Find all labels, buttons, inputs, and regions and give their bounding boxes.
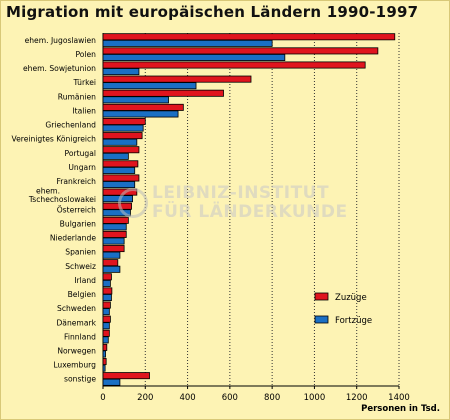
category-label: Niederlande bbox=[50, 234, 96, 243]
bar-fortzuege bbox=[103, 252, 120, 258]
bar-zuzuege bbox=[103, 373, 150, 379]
bar-fortzuege bbox=[103, 97, 169, 103]
bar-fortzuege bbox=[103, 167, 135, 173]
x-tick-label: 1200 bbox=[346, 393, 368, 403]
bar-zuzuege bbox=[103, 358, 106, 364]
category-label: Belgien bbox=[68, 290, 97, 299]
x-tick-label: 1000 bbox=[304, 393, 326, 403]
bar-zuzuege bbox=[103, 161, 138, 167]
bar-zuzuege bbox=[103, 316, 110, 322]
bar-fortzuege bbox=[103, 54, 285, 60]
bar-fortzuege bbox=[103, 139, 137, 145]
bar-fortzuege bbox=[103, 323, 109, 329]
category-label: Türkei bbox=[73, 78, 96, 87]
legend-label-fortzuege: Fortzüge bbox=[335, 316, 372, 326]
bar-fortzuege bbox=[103, 280, 110, 286]
legend-label-zuzuege: Zuzüge bbox=[335, 293, 367, 303]
bar-zuzuege bbox=[103, 231, 126, 237]
bar-zuzuege bbox=[103, 203, 132, 209]
category-label: ehem. Jugoslawien bbox=[25, 36, 97, 45]
bar-zuzuege bbox=[103, 302, 110, 308]
bar-fortzuege bbox=[103, 210, 130, 216]
bar-fortzuege bbox=[103, 351, 106, 357]
category-label: Schweiz bbox=[65, 262, 96, 271]
bar-zuzuege bbox=[103, 133, 142, 139]
category-label: Bulgarien bbox=[60, 219, 97, 228]
category-label: Griechenland bbox=[45, 121, 96, 130]
bar-fortzuege bbox=[103, 238, 124, 244]
category-label: Ungarn bbox=[68, 163, 96, 172]
legend-swatch-fortzuege bbox=[315, 316, 328, 323]
category-label: sonstige bbox=[64, 375, 96, 384]
bar-fortzuege bbox=[103, 111, 178, 117]
bar-zuzuege bbox=[103, 147, 139, 153]
x-tick-label: 200 bbox=[137, 393, 153, 403]
category-label: Italien bbox=[72, 106, 96, 115]
bar-zuzuege bbox=[103, 260, 118, 266]
bar-zuzuege bbox=[103, 217, 128, 223]
bar-zuzuege bbox=[103, 118, 145, 124]
x-axis-label: Personen in Tsd. bbox=[361, 404, 440, 414]
bar-zuzuege bbox=[103, 189, 137, 195]
category-label: Spanien bbox=[65, 248, 96, 257]
bar-zuzuege bbox=[103, 76, 251, 82]
category-label: Portugal bbox=[65, 149, 96, 158]
bar-fortzuege bbox=[103, 337, 108, 343]
bar-fortzuege bbox=[103, 309, 109, 315]
bar-zuzuege bbox=[103, 274, 111, 280]
bar-fortzuege bbox=[103, 365, 105, 371]
bar-zuzuege bbox=[103, 104, 183, 110]
bar-zuzuege bbox=[103, 48, 378, 54]
category-label: Rumänien bbox=[58, 92, 96, 101]
bar-zuzuege bbox=[103, 344, 107, 350]
bar-fortzuege bbox=[103, 379, 120, 385]
bar-fortzuege bbox=[103, 196, 133, 202]
bar-zuzuege bbox=[103, 175, 139, 181]
category-label: Finnland bbox=[64, 332, 96, 341]
category-label: Dänemark bbox=[56, 318, 96, 327]
x-tick-label: 0 bbox=[100, 393, 105, 403]
bar-fortzuege bbox=[103, 40, 272, 46]
x-tick-label: 800 bbox=[264, 393, 280, 403]
category-label: Polen bbox=[75, 50, 96, 59]
bar-fortzuege bbox=[103, 69, 139, 75]
category-label: Frankreich bbox=[56, 177, 96, 186]
category-label: Österreich bbox=[57, 205, 96, 214]
bar-fortzuege bbox=[103, 224, 126, 230]
category-label: Luxemburg bbox=[53, 361, 96, 370]
bar-zuzuege bbox=[103, 34, 395, 40]
x-tick-label: 600 bbox=[222, 393, 238, 403]
bar-zuzuege bbox=[103, 288, 112, 294]
category-label: Vereinigtes Königreich bbox=[12, 135, 97, 144]
category-label: ehem. Tschechoslowakei bbox=[28, 186, 96, 204]
bar-zuzuege bbox=[103, 90, 224, 96]
bar-fortzuege bbox=[103, 125, 143, 131]
bar-zuzuege bbox=[103, 62, 365, 68]
category-label: Schweden bbox=[57, 304, 96, 313]
bar-fortzuege bbox=[103, 266, 120, 272]
bar-fortzuege bbox=[103, 153, 128, 159]
bar-fortzuege bbox=[103, 181, 135, 187]
x-tick-label: 1400 bbox=[388, 393, 410, 403]
bar-fortzuege bbox=[103, 294, 111, 300]
legend-swatch-zuzuege bbox=[315, 293, 328, 300]
bar-zuzuege bbox=[103, 245, 124, 251]
category-label: ehem. Sowjetunion bbox=[23, 64, 96, 73]
bar-zuzuege bbox=[103, 330, 109, 336]
category-label: Irland bbox=[74, 276, 96, 285]
category-label: Norwegen bbox=[57, 347, 96, 356]
bar-fortzuege bbox=[103, 83, 196, 89]
x-tick-label: 400 bbox=[179, 393, 195, 403]
